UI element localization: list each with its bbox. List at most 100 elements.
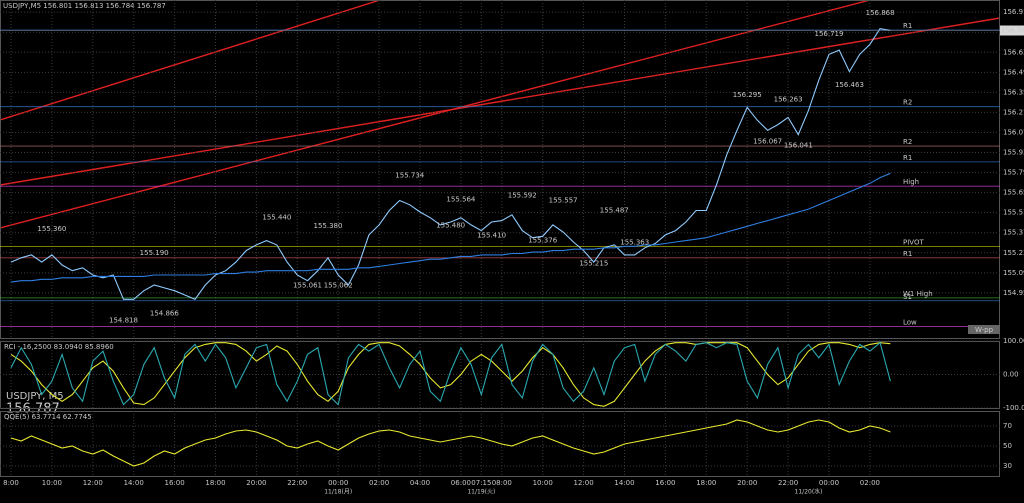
trend-line <box>0 0 871 229</box>
x-tick-label: 00:00 <box>328 479 348 487</box>
extreme-label: 155.557 <box>549 197 578 205</box>
level-label: R2 <box>903 138 912 146</box>
x-tick-label: 14:00 <box>614 479 634 487</box>
y-tick-label: 156.495 <box>1003 68 1024 76</box>
level-label: W1 High <box>903 290 933 298</box>
y-tick-label: 154.955 <box>1003 289 1024 297</box>
y-tick-label: 156.915 <box>1003 8 1024 16</box>
x-tick-label: 20:00 <box>246 479 266 487</box>
y-tick-label: 156.355 <box>1003 88 1024 96</box>
extreme-label: 155.215 <box>579 260 608 268</box>
date-label: 11/19(火) <box>467 489 495 496</box>
x-tick-label: 12:00 <box>83 479 103 487</box>
x-tick-label: 22:00 <box>778 479 798 487</box>
extreme-label: 156.263 <box>774 96 803 104</box>
level-label: High <box>903 178 919 186</box>
series-line <box>10 27 891 300</box>
marker-label: W-pp <box>975 326 994 334</box>
x-tick-label: 10:00 <box>42 479 62 487</box>
y-tick-label: 156.215 <box>1003 108 1024 116</box>
trend-line <box>0 17 1001 186</box>
y-tick-label: 155.235 <box>1003 249 1024 257</box>
y-tick-label: 155.095 <box>1003 269 1024 277</box>
level-label: R1 <box>903 154 912 162</box>
extreme-label: 156.463 <box>835 81 864 89</box>
y-tick-label: 155.655 <box>1003 189 1024 197</box>
extreme-label: 155.564 <box>446 196 475 204</box>
x-tick-label: 08:00 <box>492 479 512 487</box>
extreme-label: 155.380 <box>313 222 342 230</box>
extreme-label: 155.410 <box>477 232 506 240</box>
level-label: R2 <box>903 99 912 107</box>
extreme-label: 155.487 <box>600 207 629 215</box>
x-tick-label: 12:00 <box>574 479 594 487</box>
x-tick-label: 22:00 <box>287 479 307 487</box>
x-tick-label: 00:00 <box>819 479 839 487</box>
extreme-label: 155.734 <box>395 171 424 179</box>
series-line <box>10 419 891 467</box>
x-tick-label: 02:00 <box>860 479 880 487</box>
extreme-label: 155.376 <box>528 237 557 245</box>
extreme-label: 155.062 <box>324 282 353 290</box>
y-tick-label: 156.075 <box>1003 128 1024 136</box>
extreme-label: 156.067 <box>753 138 782 146</box>
x-tick-label: 06:00 <box>451 479 471 487</box>
extreme-label: 155.360 <box>37 225 66 233</box>
extreme-label: 154.866 <box>150 310 179 318</box>
x-tick-label: 10:00 <box>533 479 553 487</box>
x-tick-label: 16:00 <box>165 479 185 487</box>
panel-title: RCI - 16,2500 83.0940 85.8960 <box>4 343 114 351</box>
y-tick-label: 155.375 <box>1003 229 1024 237</box>
y-tick-label: 156.635 <box>1003 48 1024 56</box>
series-line <box>10 172 891 283</box>
x-tick-label: 16:00 <box>655 479 675 487</box>
extreme-label: 155.440 <box>262 213 291 221</box>
x-tick-label: 18:00 <box>696 479 716 487</box>
last-price-box <box>1000 25 1024 36</box>
marker-box <box>968 325 1000 334</box>
extreme-label: 154.818 <box>109 317 138 325</box>
level-label: R1 <box>903 22 912 30</box>
extreme-label: 155.592 <box>508 192 537 200</box>
trend-line <box>0 0 381 121</box>
level-label: R1 <box>903 250 912 258</box>
y-tick-label: 155.515 <box>1003 209 1024 217</box>
date-label: 11/18(月) <box>324 489 352 496</box>
level-label: S1 <box>903 293 912 301</box>
y-tick-label: 30 <box>1003 462 1012 470</box>
x-tick-label: 18:00 <box>205 479 225 487</box>
panel-title: QQE(5) 63.7714 62.7745 <box>4 413 92 421</box>
extreme-label: 156.719 <box>815 30 844 38</box>
x-tick-label: 07:15 <box>471 479 491 487</box>
extreme-label: 155.061 <box>293 282 322 290</box>
panel-frame <box>0 0 1000 339</box>
date-label: 11/20(水) <box>795 488 823 496</box>
extreme-label: 156.041 <box>784 141 813 149</box>
symbol-overlay: USDJPY, M5 <box>6 391 64 402</box>
series-line <box>10 342 891 407</box>
extreme-label: 155.480 <box>436 222 465 230</box>
header: USDJPY,M5 156.801 156.813 156.784 156.78… <box>3 2 166 10</box>
level-label: PIVOT <box>903 238 924 246</box>
extreme-label: 156.868 <box>866 9 895 17</box>
y-tick-label: 70 <box>1003 422 1012 430</box>
extreme-label: 156.295 <box>733 91 762 99</box>
panel-frame <box>0 411 1000 477</box>
y-tick-label: 0.00 <box>1003 371 1019 379</box>
series-line <box>10 341 891 406</box>
x-tick-label: 02:00 <box>369 479 389 487</box>
x-tick-label: 14:00 <box>124 479 144 487</box>
x-tick-label: 20:00 <box>737 479 757 487</box>
y-tick-label: 155.935 <box>1003 149 1024 157</box>
y-tick-label: 50 <box>1003 442 1012 450</box>
x-tick-label: 8:00 <box>3 479 19 487</box>
y-tick-label: 155.795 <box>1003 169 1024 177</box>
level-label: Low <box>903 319 917 327</box>
extreme-label: 155.190 <box>140 249 169 257</box>
x-tick-label: 04:00 <box>410 479 430 487</box>
